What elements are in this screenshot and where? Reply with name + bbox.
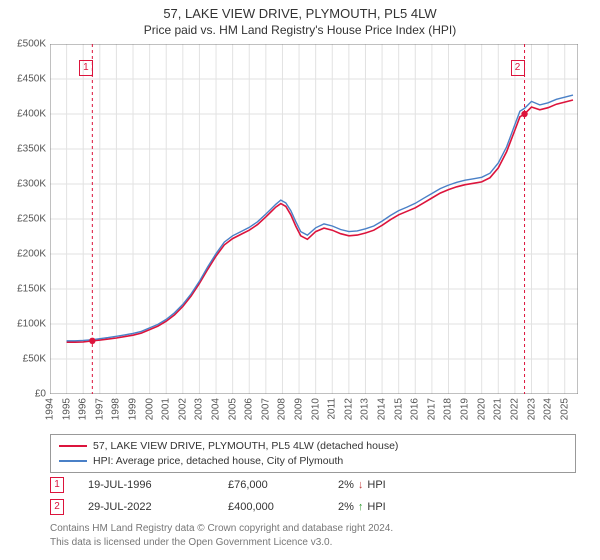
- x-axis-tick-label: 2017: [426, 398, 437, 420]
- x-axis-tick-label: 2025: [559, 398, 570, 420]
- sale-marker-badge: 1: [50, 477, 64, 493]
- footer-line-1: Contains HM Land Registry data © Crown c…: [50, 522, 570, 536]
- y-axis-tick-label: £500K: [17, 39, 46, 50]
- y-axis-tick-label: £150K: [17, 284, 46, 295]
- legend-label-price-paid: 57, LAKE VIEW DRIVE, PLYMOUTH, PL5 4LW (…: [93, 439, 398, 454]
- x-axis-tick-label: 2003: [194, 398, 205, 420]
- sale-marker-badge: 2: [50, 499, 64, 515]
- sale-delta: 2% ↓ HPI: [338, 479, 438, 491]
- arrow-up-icon: ↑: [358, 501, 364, 513]
- y-axis-tick-label: £50K: [23, 354, 46, 365]
- chart-plot-area: £0£50K£100K£150K£200K£250K£300K£350K£400…: [50, 44, 578, 394]
- legend-item-price-paid: 57, LAKE VIEW DRIVE, PLYMOUTH, PL5 4LW (…: [59, 439, 567, 454]
- legend-swatch-hpi: [59, 460, 87, 462]
- x-axis-tick-label: 2023: [526, 398, 537, 420]
- sale-delta: 2% ↑ HPI: [338, 501, 438, 513]
- sale-date: 19-JUL-1996: [88, 479, 228, 491]
- x-axis-tick-label: 1998: [111, 398, 122, 420]
- x-axis-tick-label: 1994: [45, 398, 56, 420]
- x-axis-tick-label: 2024: [543, 398, 554, 420]
- x-axis-tick-label: 1995: [61, 398, 72, 420]
- x-axis-tick-label: 2011: [327, 398, 338, 420]
- sale-marker-label: 1: [79, 60, 93, 76]
- sale-date: 29-JUL-2022: [88, 501, 228, 513]
- sale-points-table: 1 19-JUL-1996 £76,000 2% ↓ HPI 2 29-JUL-…: [50, 474, 560, 518]
- x-axis-tick-label: 2019: [460, 398, 471, 420]
- x-axis-tick-label: 1996: [78, 398, 89, 420]
- chart-subtitle: Price paid vs. HM Land Registry's House …: [0, 23, 600, 37]
- sale-marker-label: 2: [511, 60, 525, 76]
- y-axis-tick-label: £200K: [17, 249, 46, 260]
- chart-svg: [50, 44, 578, 394]
- legend-box: 57, LAKE VIEW DRIVE, PLYMOUTH, PL5 4LW (…: [50, 434, 576, 473]
- x-axis-tick-label: 2016: [410, 398, 421, 420]
- sale-price: £400,000: [228, 501, 338, 513]
- sale-row: 2 29-JUL-2022 £400,000 2% ↑ HPI: [50, 496, 560, 518]
- x-axis-tick-label: 2005: [227, 398, 238, 420]
- x-axis-tick-label: 2015: [393, 398, 404, 420]
- sale-price: £76,000: [228, 479, 338, 491]
- x-axis-tick-label: 2012: [343, 398, 354, 420]
- y-axis-tick-label: £450K: [17, 74, 46, 85]
- chart-container: 57, LAKE VIEW DRIVE, PLYMOUTH, PL5 4LW P…: [0, 0, 600, 560]
- footer-line-2: This data is licensed under the Open Gov…: [50, 536, 570, 550]
- arrow-down-icon: ↓: [358, 479, 364, 491]
- y-axis-tick-label: £100K: [17, 319, 46, 330]
- chart-title: 57, LAKE VIEW DRIVE, PLYMOUTH, PL5 4LW: [0, 6, 600, 21]
- x-axis-tick-label: 2002: [177, 398, 188, 420]
- y-axis-tick-label: £350K: [17, 144, 46, 155]
- x-axis-tick-label: 2008: [277, 398, 288, 420]
- x-axis-tick-label: 2022: [509, 398, 520, 420]
- footer-attribution: Contains HM Land Registry data © Crown c…: [50, 522, 570, 549]
- sale-delta-vs: HPI: [367, 501, 385, 513]
- legend-swatch-price-paid: [59, 445, 87, 447]
- x-axis-tick-label: 2014: [377, 398, 388, 420]
- x-axis-tick-label: 2001: [161, 398, 172, 420]
- x-axis-tick-label: 2021: [493, 398, 504, 420]
- x-axis-tick-label: 2018: [443, 398, 454, 420]
- y-axis-tick-label: £250K: [17, 214, 46, 225]
- x-axis-tick-label: 2006: [244, 398, 255, 420]
- y-axis-tick-label: £300K: [17, 179, 46, 190]
- x-axis-tick-label: 2013: [360, 398, 371, 420]
- x-axis-tick-label: 2020: [476, 398, 487, 420]
- x-axis-tick-label: 2009: [294, 398, 305, 420]
- x-axis-tick-label: 2004: [211, 398, 222, 420]
- x-axis-tick-label: 2000: [144, 398, 155, 420]
- y-axis-tick-label: £400K: [17, 109, 46, 120]
- titles: 57, LAKE VIEW DRIVE, PLYMOUTH, PL5 4LW P…: [0, 0, 600, 37]
- sale-delta-pct: 2%: [338, 501, 354, 513]
- x-axis-tick-label: 2010: [310, 398, 321, 420]
- x-axis-tick-label: 2007: [260, 398, 271, 420]
- legend-item-hpi: HPI: Average price, detached house, City…: [59, 454, 567, 469]
- sale-delta-pct: 2%: [338, 479, 354, 491]
- legend-label-hpi: HPI: Average price, detached house, City…: [93, 454, 343, 469]
- x-axis-tick-label: 1999: [128, 398, 139, 420]
- x-axis-tick-label: 1997: [94, 398, 105, 420]
- sale-row: 1 19-JUL-1996 £76,000 2% ↓ HPI: [50, 474, 560, 496]
- sale-delta-vs: HPI: [367, 479, 385, 491]
